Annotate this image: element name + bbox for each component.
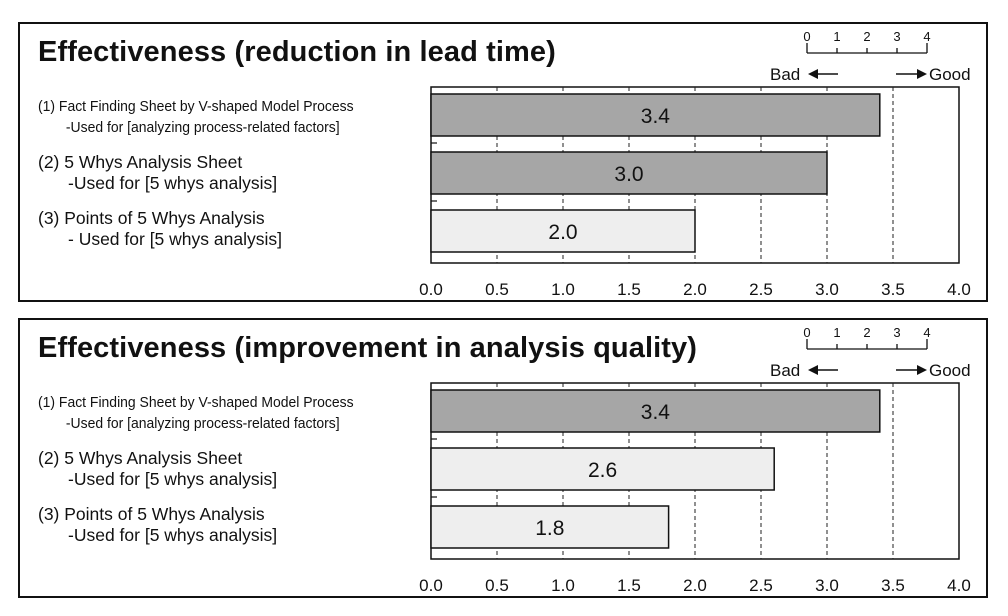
good-arrow-head — [917, 69, 927, 79]
x-tick-label: 1.0 — [551, 280, 575, 299]
bar-chart-lead-time: 3.4 3.0 2.0 0.0 0.5 1.0 1.5 2.0 2.5 3.0 3.5 4.0 0 1 2 3… — [419, 29, 971, 299]
x-tick-label: 4.0 — [947, 576, 971, 595]
bar — [430, 505, 670, 549]
x-tick-label: 1.5 — [617, 280, 641, 299]
x-tick-label: 1.5 — [617, 576, 641, 595]
category-name: (2) 5 Whys Analysis Sheet — [38, 152, 243, 172]
chart-panel-analysis-quality: Effectiveness (improvement in analysis q… — [18, 318, 988, 598]
scale-number: 4 — [923, 29, 930, 44]
category-usage: -Used for [5 whys analysis] — [68, 469, 278, 489]
x-tick-label: 3.0 — [815, 280, 839, 299]
x-tick-label: 0.0 — [419, 576, 443, 595]
rating-scale-legend: 0 1 2 3 4 Bad Good — [770, 29, 971, 84]
category-name: (2) 5 Whys Analysis Sheet — [38, 448, 243, 468]
category-label: (1) Fact Finding Sheet by V-shaped Model… — [38, 96, 448, 138]
good-arrow-head — [917, 365, 927, 375]
bar — [430, 209, 696, 253]
category-label: (2) 5 Whys Analysis Sheet -Used for [5 w… — [38, 152, 448, 194]
category-usage: -Used for [analyzing process-related fac… — [65, 119, 340, 136]
bar-value-label: 3.4 — [641, 105, 671, 128]
bar-value-label: 3.4 — [641, 401, 671, 424]
bar-value-label: 2.0 — [548, 221, 577, 244]
category-label: (3) Points of 5 Whys Analysis - Used for… — [38, 208, 448, 250]
category-usage: -Used for [analyzing process-related fac… — [65, 415, 340, 432]
bar — [430, 151, 828, 195]
x-tick-label: 2.0 — [683, 576, 707, 595]
bar-chart-analysis-quality: 3.4 2.6 1.8 0.0 0.5 1.0 1.5 2.0 2.5 3.0 3.5 4.0 0 1 2 3… — [419, 325, 971, 595]
bad-label: Bad — [770, 361, 800, 380]
category-label: (3) Points of 5 Whys Analysis -Used for … — [38, 504, 448, 546]
bar — [430, 447, 775, 491]
scale-number: 0 — [803, 325, 810, 340]
category-label: (1) Fact Finding Sheet by V-shaped Model… — [38, 392, 448, 434]
scale-number: 1 — [833, 325, 840, 340]
bar — [430, 389, 881, 433]
scale-number: 4 — [923, 325, 930, 340]
x-tick-label: 0.5 — [485, 576, 509, 595]
category-name: (1) Fact Finding Sheet by V-shaped Model… — [38, 98, 354, 115]
bar-value-label: 2.6 — [588, 459, 617, 482]
bar-value-label: 3.0 — [614, 163, 643, 186]
x-tick-label: 0.0 — [419, 280, 443, 299]
chart-title: Effectiveness (reduction in lead time) — [38, 36, 556, 68]
bad-arrow-head — [808, 365, 818, 375]
scale-number: 3 — [893, 325, 900, 340]
x-tick-label: 2.5 — [749, 576, 773, 595]
category-name: (3) Points of 5 Whys Analysis — [38, 208, 265, 228]
x-tick-label: 0.5 — [485, 280, 509, 299]
scale-number: 0 — [803, 29, 810, 44]
scale-number: 2 — [863, 325, 870, 340]
x-tick-label: 1.0 — [551, 576, 575, 595]
category-name: (1) Fact Finding Sheet by V-shaped Model… — [38, 394, 354, 411]
x-tick-label: 4.0 — [947, 280, 971, 299]
category-name: (3) Points of 5 Whys Analysis — [38, 504, 265, 524]
good-label: Good — [929, 65, 971, 84]
category-usage: -Used for [5 whys analysis] — [68, 173, 278, 193]
x-tick-label: 3.5 — [881, 576, 905, 595]
chart-title: Effectiveness (improvement in analysis q… — [38, 332, 698, 364]
bad-arrow-head — [808, 69, 818, 79]
x-tick-label: 3.5 — [881, 280, 905, 299]
category-label: (2) 5 Whys Analysis Sheet -Used for [5 w… — [38, 448, 448, 490]
category-usage: - Used for [5 whys analysis] — [68, 229, 282, 249]
x-tick-label: 3.0 — [815, 576, 839, 595]
x-tick-label: 2.5 — [749, 280, 773, 299]
bar-value-label: 1.8 — [535, 517, 564, 540]
bad-label: Bad — [770, 65, 800, 84]
x-tick-label: 2.0 — [683, 280, 707, 299]
chart-panel-lead-time: Effectiveness (reduction in lead time) (… — [18, 22, 988, 302]
category-usage: -Used for [5 whys analysis] — [68, 525, 278, 545]
scale-number: 3 — [893, 29, 900, 44]
good-label: Good — [929, 361, 971, 380]
scale-number: 2 — [863, 29, 870, 44]
scale-number: 1 — [833, 29, 840, 44]
rating-scale-legend: 0 1 2 3 4 Bad Good — [770, 325, 971, 380]
bar — [430, 93, 881, 137]
